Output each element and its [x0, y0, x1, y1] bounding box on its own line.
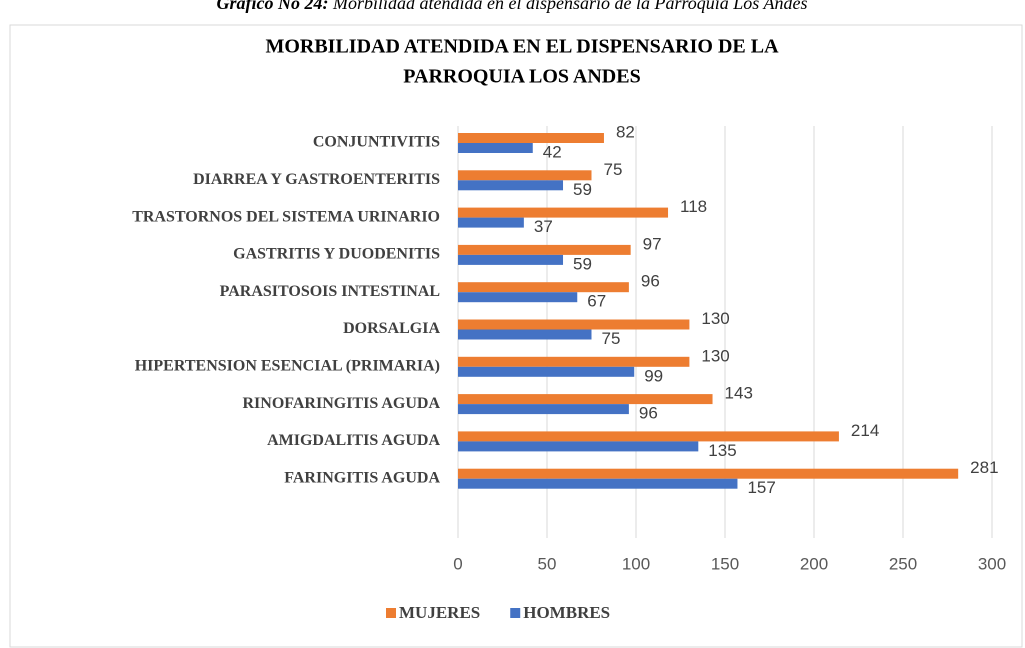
y-tick-label: DIARREA Y GASTROENTERITIS — [193, 171, 440, 188]
x-tick-label: 50 — [538, 554, 557, 573]
bar — [458, 207, 669, 218]
caption-text: Morbilidad atendida en el dispensario de… — [332, 0, 808, 13]
caption-label: Gráfico No 24: — [217, 0, 329, 13]
bar — [458, 282, 629, 293]
bar — [458, 441, 699, 452]
data-label: 42 — [543, 142, 562, 161]
bar — [458, 244, 631, 255]
legend-label: HOMBRES — [523, 603, 610, 622]
y-tick-label: RINOFARINGITIS AGUDA — [242, 395, 440, 412]
y-tick-label: DORSALGIA — [343, 320, 440, 337]
bar — [458, 319, 690, 330]
bar — [458, 254, 564, 265]
bar — [458, 366, 635, 377]
bar — [458, 143, 533, 153]
data-label: 118 — [680, 197, 707, 216]
data-label: 135 — [708, 441, 736, 460]
legend-label: MUJERES — [399, 603, 480, 622]
x-tick-label: 300 — [978, 554, 1006, 573]
x-tick-label: 250 — [889, 554, 917, 573]
bar — [458, 394, 713, 405]
y-tick-label: HIPERTENSION ESENCIAL (PRIMARIA) — [135, 357, 440, 374]
data-label: 82 — [616, 122, 635, 141]
data-label: 75 — [604, 160, 623, 179]
data-label: 157 — [747, 478, 775, 497]
data-label: 99 — [644, 366, 663, 385]
bar — [458, 133, 604, 143]
bar — [458, 180, 564, 191]
bar — [458, 329, 592, 340]
bar — [458, 292, 578, 303]
data-label: 75 — [602, 329, 621, 348]
chart-title: PARROQUIA LOS ANDES — [403, 66, 640, 88]
data-label: 130 — [701, 309, 729, 328]
y-tick-label: GASTRITIS Y DUODENITIS — [233, 246, 440, 263]
data-label: 130 — [701, 346, 729, 365]
bar — [458, 478, 738, 489]
x-tick-label: 100 — [622, 554, 650, 573]
bar — [458, 468, 959, 479]
bar — [458, 170, 592, 181]
bar — [458, 404, 629, 415]
data-label: 143 — [725, 384, 753, 403]
bar — [458, 217, 524, 228]
y-tick-label: AMIGDALITIS AGUDA — [267, 432, 440, 449]
data-label: 67 — [587, 292, 606, 311]
data-label: 97 — [643, 234, 662, 253]
y-tick-label: PARASITOSOIS INTESTINAL — [220, 283, 440, 300]
legend-swatch — [386, 608, 396, 618]
data-label: 59 — [573, 180, 592, 199]
y-tick-label: TRASTORNOS DEL SISTEMA URINARIO — [132, 208, 440, 225]
bar — [458, 356, 690, 367]
data-label: 214 — [851, 421, 879, 440]
y-tick-label: FARINGITIS AGUDA — [284, 469, 440, 486]
x-tick-label: 0 — [453, 554, 462, 573]
x-tick-label: 150 — [711, 554, 739, 573]
data-label: 37 — [534, 217, 553, 236]
legend-swatch — [510, 608, 521, 618]
chart-title: MORBILIDAD ATENDIDA EN EL DISPENSARIO DE… — [265, 36, 779, 58]
data-label: 281 — [970, 458, 998, 477]
bar — [458, 431, 839, 442]
data-label: 59 — [573, 254, 592, 273]
data-label: 96 — [641, 272, 660, 291]
y-tick-label: CONJUNTIVITIS — [313, 134, 440, 151]
data-label: 96 — [639, 404, 658, 423]
caption: Gráfico No 24: Morbilidad atendida en el… — [217, 0, 808, 13]
x-tick-label: 200 — [800, 554, 828, 573]
